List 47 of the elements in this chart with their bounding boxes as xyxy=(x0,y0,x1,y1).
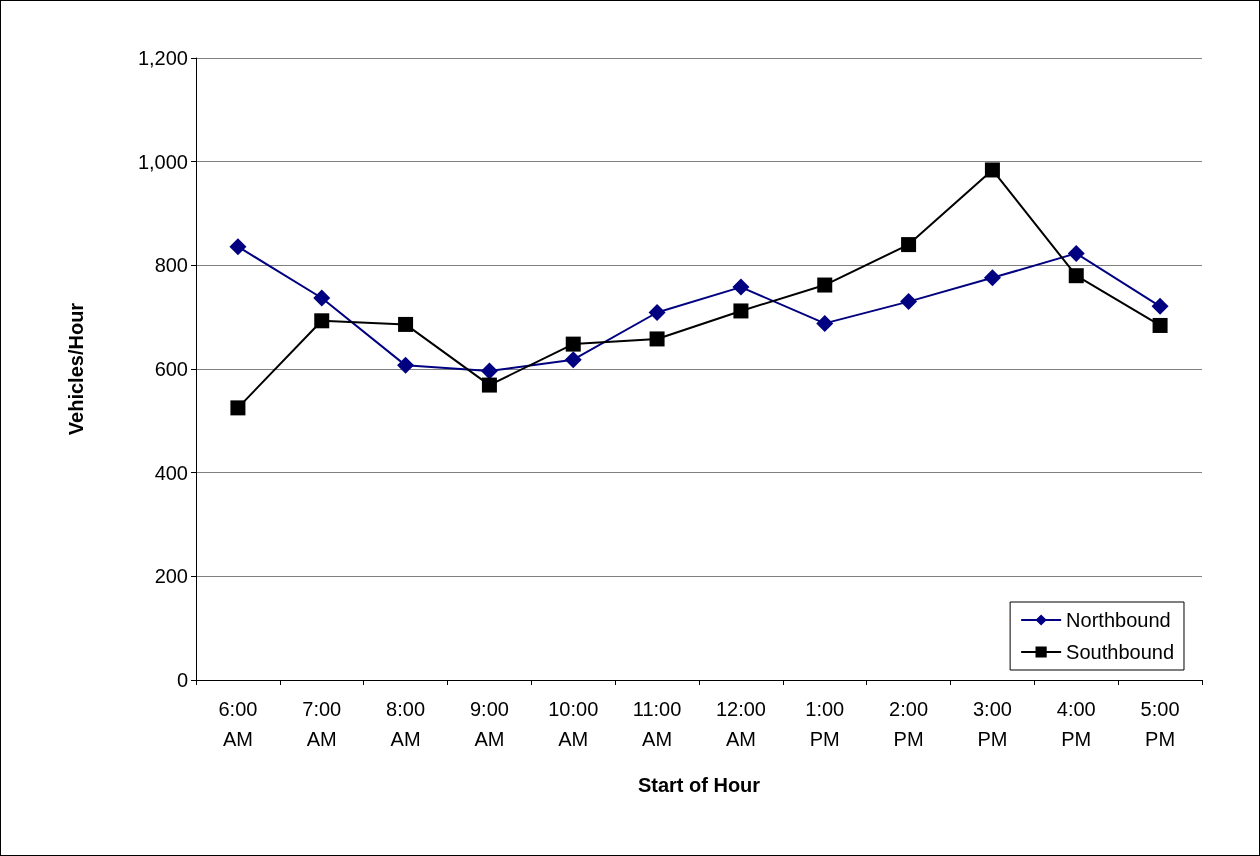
point xyxy=(816,314,834,332)
x-tick-label: 4:00 PM xyxy=(1056,698,1096,750)
point xyxy=(648,304,666,321)
x-tick-label: 10:00 AM xyxy=(548,698,599,750)
point xyxy=(565,336,581,352)
x-axis-title: Start of Hour xyxy=(637,774,761,796)
point xyxy=(984,162,1000,178)
point xyxy=(1151,297,1169,315)
point xyxy=(398,316,414,332)
point xyxy=(481,377,497,393)
y-tick-label: 1,200 xyxy=(137,47,188,69)
point xyxy=(564,351,582,369)
point xyxy=(649,331,665,347)
point xyxy=(313,289,331,307)
point xyxy=(314,313,330,329)
point xyxy=(733,303,749,319)
y-tick-label: 600 xyxy=(154,358,188,380)
point xyxy=(983,269,1001,287)
point xyxy=(1068,268,1084,284)
y-tick-label: 1,000 xyxy=(137,150,188,173)
y-tick-label: 200 xyxy=(154,565,188,588)
y-tick-label: 0 xyxy=(176,669,188,691)
x-tick-label: 8:00 AM xyxy=(386,698,426,750)
legend-label: Southbound xyxy=(1066,641,1175,663)
x-tick-label: 1:00 PM xyxy=(805,698,845,750)
point xyxy=(229,238,247,256)
point xyxy=(1067,244,1085,262)
y-tick-label: 400 xyxy=(154,461,188,484)
x-tick-label: 12:00 AM xyxy=(715,698,766,750)
point xyxy=(900,293,918,311)
x-tick-label: 9:00 AM xyxy=(469,698,509,750)
point xyxy=(480,362,498,380)
y-axis-title: Vehicles/Hour xyxy=(65,302,87,436)
x-tick-label: 3:00 PM xyxy=(972,698,1012,750)
point xyxy=(901,237,917,253)
point xyxy=(817,277,833,293)
x-tick-label: 11:00 AM xyxy=(632,698,682,750)
point xyxy=(1152,317,1168,333)
y-tick-label: 800 xyxy=(154,254,188,277)
x-tick-label: 5:00 PM xyxy=(1140,698,1180,750)
x-tick-label: 6:00 AM xyxy=(218,698,258,750)
point xyxy=(397,356,415,374)
legend-label: Northbound xyxy=(1066,609,1171,631)
x-tick-label: 2:00 PM xyxy=(889,698,929,750)
point xyxy=(230,400,246,416)
x-tick-label: 7:00 AM xyxy=(302,698,342,750)
point xyxy=(732,278,750,296)
